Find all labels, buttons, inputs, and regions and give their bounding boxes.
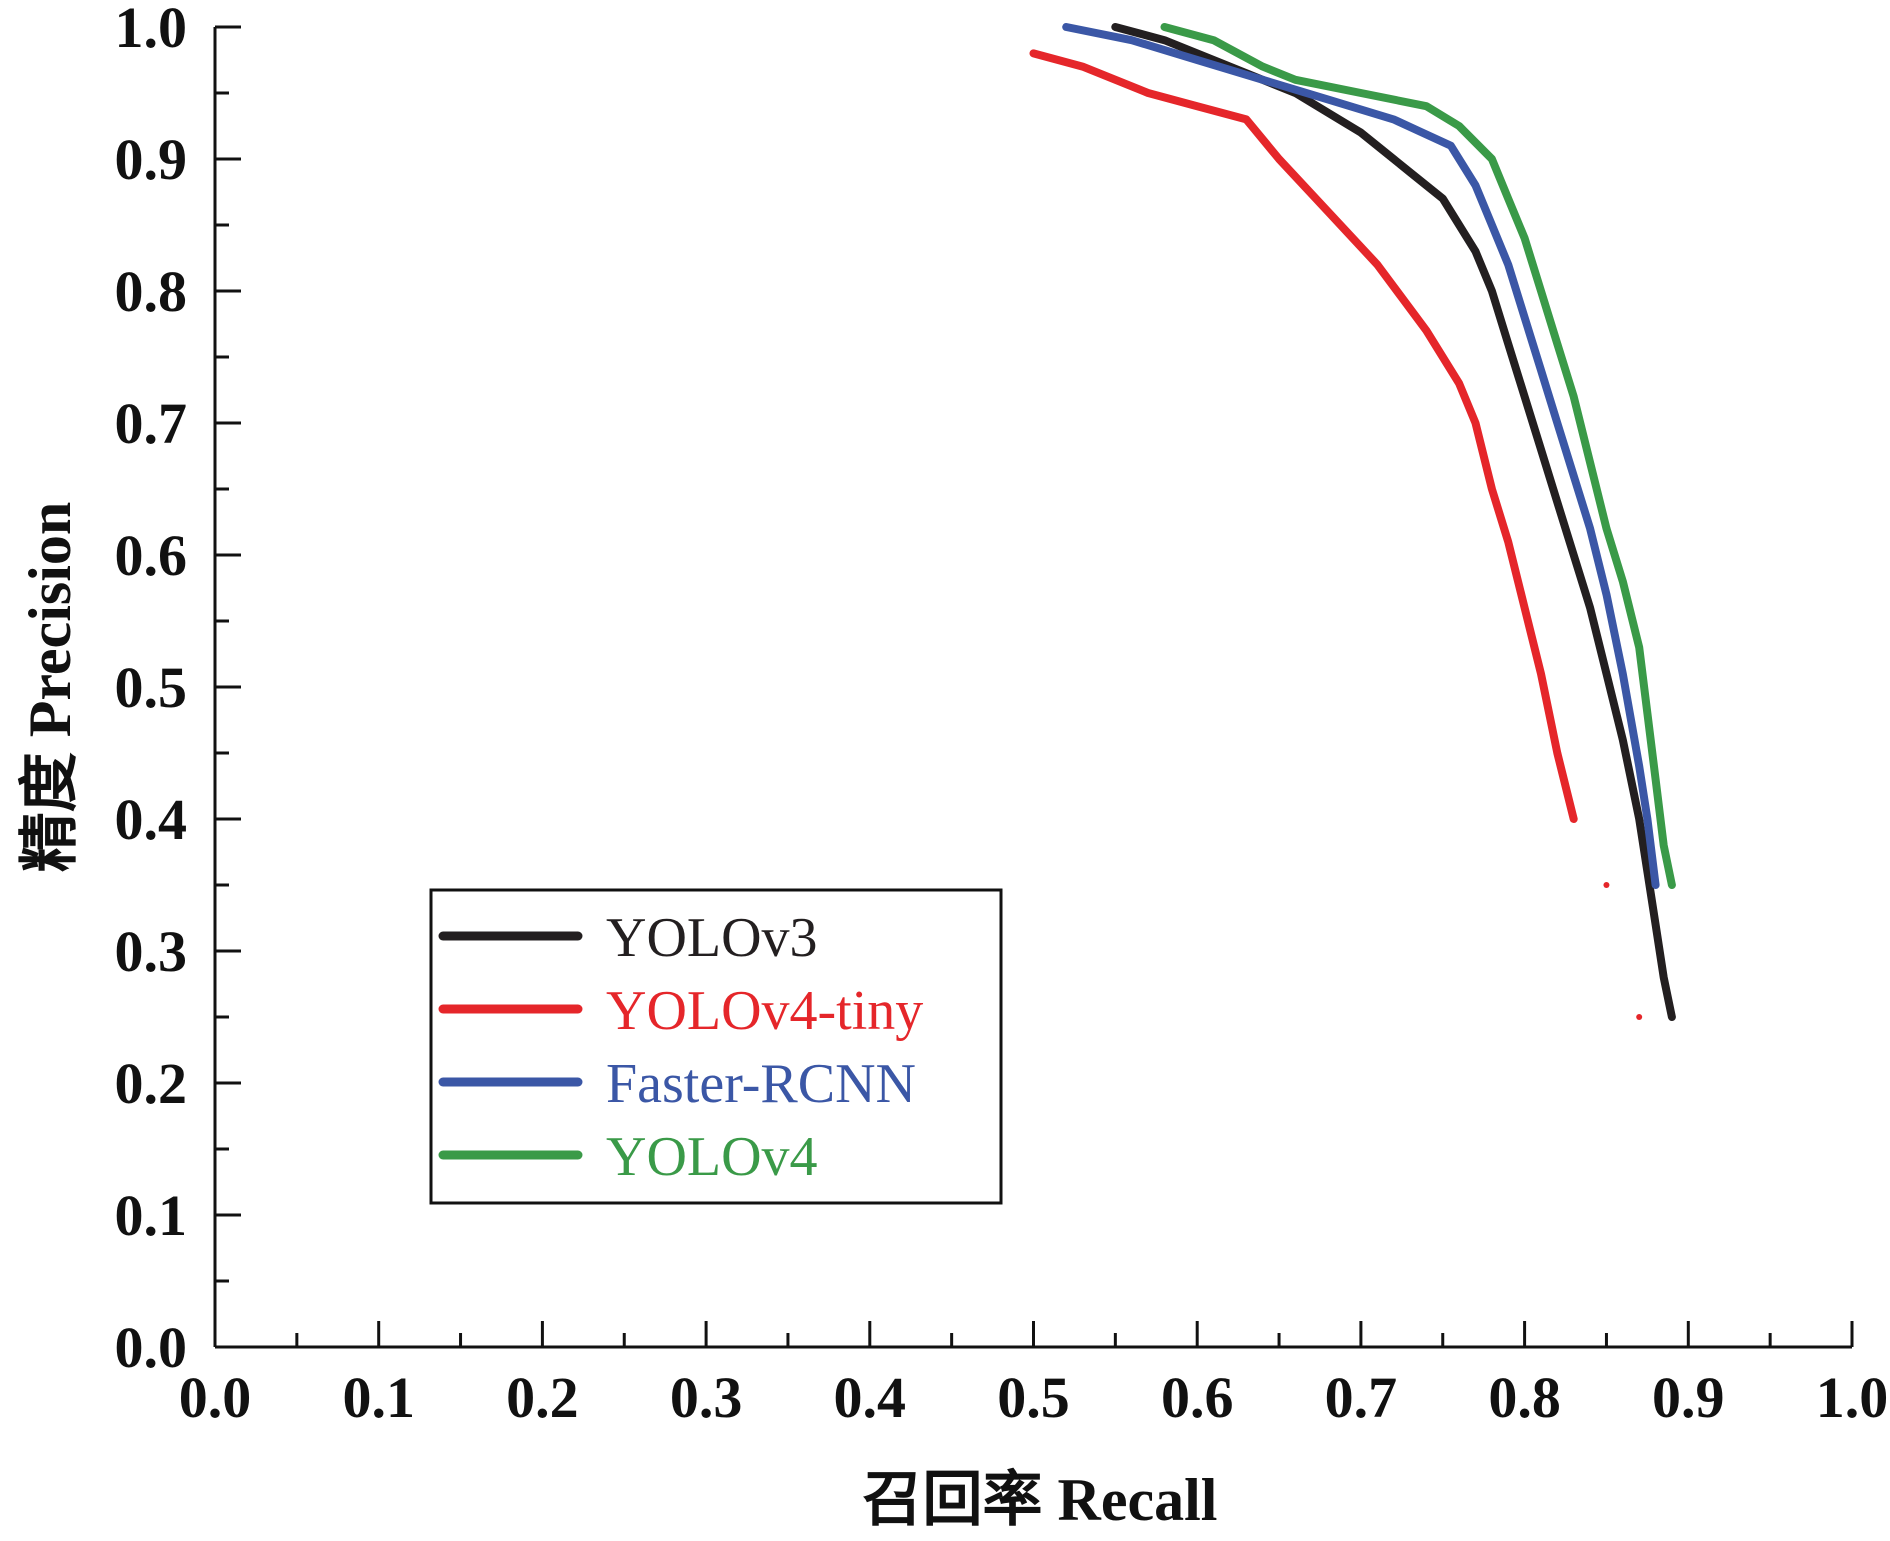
legend: YOLOv3 YOLOv4-tiny Faster-RCNN YOLOv4 [429,888,1003,1205]
y-tick-label: 0.7 [115,391,188,456]
y-tick-label: 0.5 [115,655,188,720]
y-tick-label: 0.1 [115,1183,188,1248]
series-line-yolov3 [1111,23,1676,1021]
axis-tick-labels: 0.0 0.1 0.2 0.3 0.4 0.5 0.6 0.7 0.8 0.9 1.0 0.0 0.1 0… [115,0,1889,1430]
y-tick-label: 0.4 [115,787,188,852]
series-layer [1029,23,1676,1021]
legend-label: Faster-RCNN [606,1053,916,1115]
x-tick-label: 0.7 [1325,1365,1398,1430]
y-tick-label: 0.0 [115,1315,188,1380]
y-tick-label: 0.3 [115,919,188,984]
y-tick-label: 1.0 [115,0,188,60]
series-line-faster-rcnn [1062,23,1660,889]
series-line-yolov4 [1160,23,1676,889]
x-tick-label: 1.0 [1816,1365,1889,1430]
series-line-yolov4-tiny [1029,49,1578,823]
y-axis-title: 精度 Precision [17,502,83,873]
x-tick-label: 0.2 [506,1365,579,1430]
x-tick-label: 0.9 [1652,1365,1725,1430]
legend-label: YOLOv4 [606,1126,818,1188]
x-tick-label: 0.6 [1161,1365,1234,1430]
legend-label: YOLOv3 [606,907,818,969]
x-tick-label: 0.0 [179,1365,252,1430]
legend-label: YOLOv4-tiny [606,980,923,1042]
x-tick-label: 0.5 [997,1365,1070,1430]
x-axis-title: 召回率 Recall [863,1467,1218,1533]
stray-point [1636,1014,1643,1020]
x-tick-label: 0.4 [834,1365,907,1430]
stray-points [1603,882,1643,1020]
y-tick-label: 0.6 [115,523,188,588]
y-tick-label: 0.8 [115,259,188,324]
y-tick-label: 0.9 [115,127,188,192]
x-tick-label: 0.8 [1488,1365,1561,1430]
y-tick-label: 0.2 [115,1051,188,1116]
x-tick-label: 0.3 [670,1365,743,1430]
x-tick-label: 0.1 [342,1365,415,1430]
stray-point [1603,882,1610,888]
